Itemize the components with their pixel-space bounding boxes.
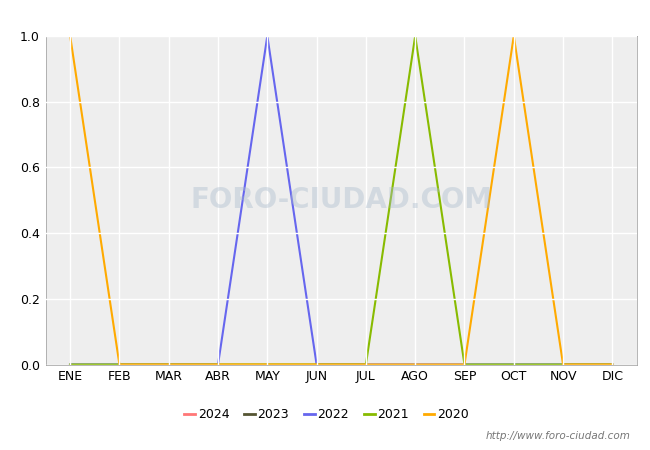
Text: 2023: 2023	[257, 408, 289, 420]
Text: FORO-CIUDAD.COM: FORO-CIUDAD.COM	[190, 186, 492, 214]
Text: http://www.foro-ciudad.com: http://www.foro-ciudad.com	[486, 431, 630, 441]
Text: Matriculaciones de Vehiculos en Brieva: Matriculaciones de Vehiculos en Brieva	[149, 8, 501, 26]
Text: 2024: 2024	[198, 408, 229, 420]
Text: 2022: 2022	[317, 408, 349, 420]
Text: 2021: 2021	[377, 408, 409, 420]
Text: 2020: 2020	[437, 408, 469, 420]
